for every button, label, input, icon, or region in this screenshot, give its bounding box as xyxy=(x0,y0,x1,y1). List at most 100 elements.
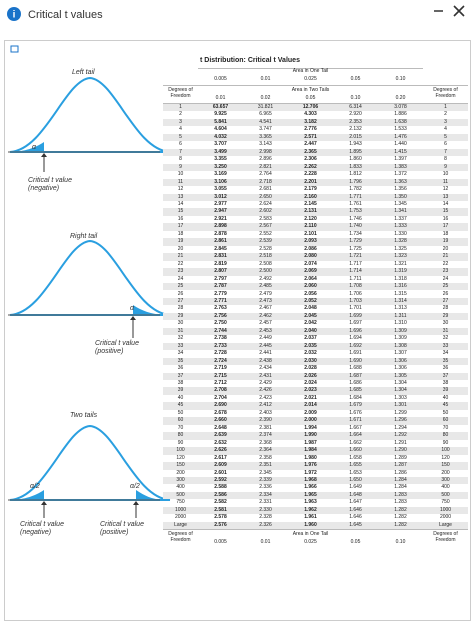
t-value: 2.588 xyxy=(214,484,227,491)
t-value: 3.499 xyxy=(214,148,227,155)
t-value: 2.921 xyxy=(214,215,227,222)
t-value: 2.744 xyxy=(214,327,227,334)
df-cell: 37 xyxy=(177,372,184,379)
df-cell: 11 xyxy=(177,178,184,185)
t-value: 2.345 xyxy=(259,469,272,476)
df-cell: 120 xyxy=(176,454,185,461)
t-value: 1.686 xyxy=(349,380,362,387)
t-value: 3.078 xyxy=(394,104,407,110)
t-value: 1.782 xyxy=(349,186,362,193)
t-value: 1.345 xyxy=(394,200,407,207)
df-cell: 39 xyxy=(177,387,184,394)
t-value: 2.648 xyxy=(214,424,227,431)
t-value: 1.771 xyxy=(349,193,362,200)
t-value: 1.721 xyxy=(349,253,362,260)
one-tail-value: 0.10 xyxy=(395,76,406,82)
t-value: 1.363 xyxy=(394,178,407,185)
t-value: 2.028 xyxy=(304,365,317,372)
t-value: 2.110 xyxy=(304,223,317,230)
t-value: 1.307 xyxy=(394,350,407,357)
t-value: 2.024 xyxy=(304,380,317,387)
t-value: 2.045 xyxy=(304,312,317,319)
t-value: 2.069 xyxy=(304,268,317,275)
t-value: 2.592 xyxy=(214,477,227,483)
t-value: 2.878 xyxy=(214,230,227,237)
two-tail-value: 0.20 xyxy=(395,95,406,101)
t-value: 2.434 xyxy=(259,365,272,372)
t-value: 2.473 xyxy=(259,297,272,304)
panel-border xyxy=(4,40,471,621)
df-cell: 27 xyxy=(442,297,449,304)
t-value: 2.719 xyxy=(214,365,227,372)
rule xyxy=(163,85,468,86)
t-value: 2.508 xyxy=(259,260,272,267)
t-value: 1.664 xyxy=(349,432,362,439)
df-cell: 13 xyxy=(177,193,184,200)
t-value: 1.711 xyxy=(349,275,362,282)
close-button[interactable] xyxy=(453,5,465,17)
t-value: 2.438 xyxy=(259,357,272,364)
t-value: 2.733 xyxy=(214,342,227,349)
t-value: 2.000 xyxy=(304,417,317,424)
t-value: 1.323 xyxy=(394,253,407,260)
one-tail-value: 0.025 xyxy=(304,76,317,82)
t-value: 2.779 xyxy=(214,290,227,297)
df-cell: 39 xyxy=(442,387,449,394)
t-value: 1.655 xyxy=(349,462,362,469)
t-value: 2.764 xyxy=(259,171,272,178)
table-title: t Distribution: Critical t Values xyxy=(200,57,300,64)
tail-shade xyxy=(136,490,160,500)
df-cell: 500 xyxy=(441,491,450,498)
t-value: 1.690 xyxy=(349,357,362,364)
one-tail-value: 0.10 xyxy=(395,539,406,546)
t-value: 1.309 xyxy=(394,335,407,342)
df-cell: 200 xyxy=(176,469,185,476)
t-value: 2.015 xyxy=(349,133,362,140)
t-value: 2.724 xyxy=(214,357,227,364)
t-value: 1.415 xyxy=(394,148,407,155)
t-value: 1.286 xyxy=(394,469,407,476)
t-value: 2.364 xyxy=(259,447,272,454)
one-tail-label: Area in One Tail xyxy=(292,68,329,74)
df-cell: 500 xyxy=(176,491,185,498)
df-cell: 26 xyxy=(177,290,184,297)
t-value: 1.696 xyxy=(349,327,362,334)
df-cell: 19 xyxy=(442,238,449,245)
t-value: 1.299 xyxy=(394,409,407,416)
t-value: 2.750 xyxy=(214,320,227,327)
row-stripe xyxy=(163,118,468,127)
t-value: 2.821 xyxy=(259,163,272,170)
t-value: 2.381 xyxy=(259,424,272,431)
t-value: 1.304 xyxy=(394,387,407,394)
t-value: 2.426 xyxy=(259,387,272,394)
row-stripe xyxy=(163,477,468,485)
t-value: 2.457 xyxy=(259,320,272,327)
t-value: 1.645 xyxy=(349,521,362,528)
df-cell: 22 xyxy=(442,260,449,267)
critical-sign: (positive) xyxy=(95,348,123,355)
t-value: 1.886 xyxy=(394,111,407,118)
t-value: 2.581 xyxy=(214,506,227,513)
t-value: 2.576 xyxy=(214,521,227,528)
df-cell: 15 xyxy=(442,208,449,215)
t-value: 1.667 xyxy=(349,424,362,431)
t-value: 4.541 xyxy=(259,118,272,125)
window-title: Critical t values xyxy=(28,9,103,21)
row-stripe xyxy=(163,208,468,216)
t-value: 2.650 xyxy=(259,193,272,200)
df-cell: 34 xyxy=(177,350,184,357)
row-stripe xyxy=(163,491,468,500)
t-value: 2.861 xyxy=(214,238,227,245)
df-cell: 9 xyxy=(179,163,182,170)
panel-icon xyxy=(10,45,19,53)
t-value: 2.030 xyxy=(304,357,317,364)
t-value: 1.294 xyxy=(394,424,407,431)
t-value: 5.841 xyxy=(214,118,227,125)
df-cell: Large xyxy=(174,521,187,528)
row-stripe xyxy=(163,223,468,231)
t-value: 1.684 xyxy=(349,394,362,401)
t-value: 3.747 xyxy=(259,126,272,133)
t-value: 1.284 xyxy=(394,484,407,491)
t-value: 2.131 xyxy=(304,208,317,215)
df-cell: 18 xyxy=(442,230,449,237)
